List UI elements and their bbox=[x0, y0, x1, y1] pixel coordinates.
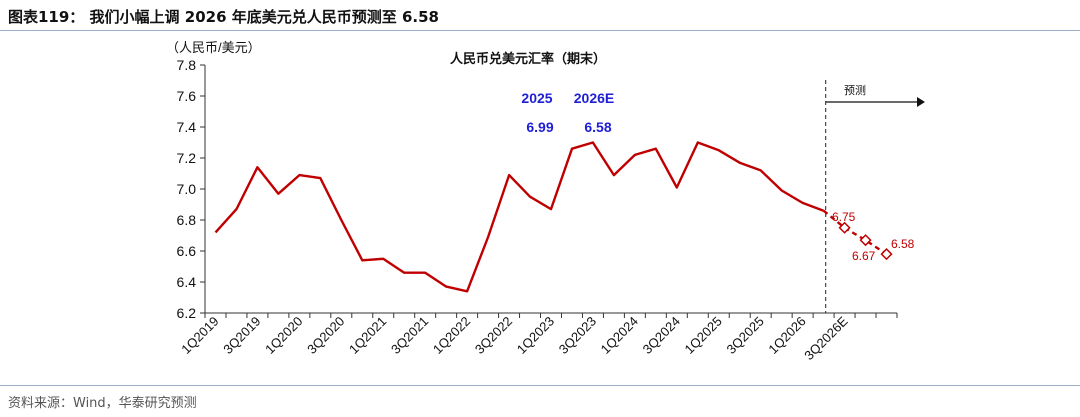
y-axis-unit-label: （人民币/美元） bbox=[166, 40, 261, 55]
y-tick-label: 7.4 bbox=[177, 119, 197, 135]
x-tick-label: 3Q2019 bbox=[220, 314, 263, 357]
figure-title: 图表119： 我们小幅上调 2026 年底美元兑人民币预测至 6.58 bbox=[8, 8, 439, 26]
x-tick-label: 1Q2020 bbox=[262, 314, 305, 357]
x-tick-label: 3Q2026E bbox=[801, 313, 851, 363]
forecast-label: 预测 bbox=[844, 84, 866, 97]
x-tick-label: 1Q2023 bbox=[514, 314, 557, 357]
actual-series-line bbox=[214, 141, 825, 293]
forecast-point-marker bbox=[838, 221, 851, 234]
x-tick-label: 3Q2023 bbox=[556, 314, 599, 357]
y-tick-label: 7.2 bbox=[177, 150, 197, 166]
top-divider bbox=[0, 30, 1080, 31]
source-note: 资料来源：Wind，华泰研究预测 bbox=[8, 396, 197, 411]
annotation-value-2025: 6.99 bbox=[526, 119, 553, 135]
forecast-point-marker bbox=[859, 234, 872, 247]
y-tick-label: 6.4 bbox=[177, 274, 197, 290]
point-label-2: 6.67 bbox=[852, 249, 876, 263]
x-tick-label: 1Q2024 bbox=[598, 314, 641, 357]
x-tick-label: 1Q2022 bbox=[430, 314, 473, 357]
point-label-1: 6.75 bbox=[832, 210, 856, 224]
annotation-value-2026e: 6.58 bbox=[584, 119, 611, 135]
x-tick-label: 3Q2022 bbox=[472, 314, 515, 357]
x-tick-label: 1Q2025 bbox=[682, 314, 725, 357]
chart-title: 人民币兑美元汇率（期末） bbox=[450, 51, 606, 66]
annotation-year-2025: 2025 bbox=[521, 90, 552, 106]
x-tick-label: 1Q2021 bbox=[346, 314, 389, 357]
bottom-divider bbox=[0, 385, 1080, 386]
y-tick-label: 6.6 bbox=[177, 243, 197, 259]
forecast-arrowhead bbox=[917, 97, 925, 107]
x-tick-label: 3Q2021 bbox=[388, 314, 431, 357]
x-tick-label: 3Q2024 bbox=[640, 314, 683, 357]
y-tick-label: 6.8 bbox=[177, 212, 197, 228]
annotation-year-2026e: 2026E bbox=[574, 90, 614, 106]
x-tick-label: 3Q2025 bbox=[723, 314, 766, 357]
y-tick-label: 7.8 bbox=[177, 57, 197, 73]
x-tick-label: 3Q2020 bbox=[304, 314, 347, 357]
y-tick-label: 6.2 bbox=[177, 305, 197, 321]
forecast-point-marker bbox=[880, 248, 893, 261]
point-label-3: 6.58 bbox=[891, 237, 915, 251]
forecast-series-line bbox=[822, 209, 888, 256]
y-tick-label: 7.6 bbox=[177, 88, 197, 104]
y-tick-label: 7.0 bbox=[177, 181, 197, 197]
chart: （人民币/美元） 人民币兑美元汇率（期末） 预测 2025 2026E 6.99… bbox=[166, 40, 925, 363]
